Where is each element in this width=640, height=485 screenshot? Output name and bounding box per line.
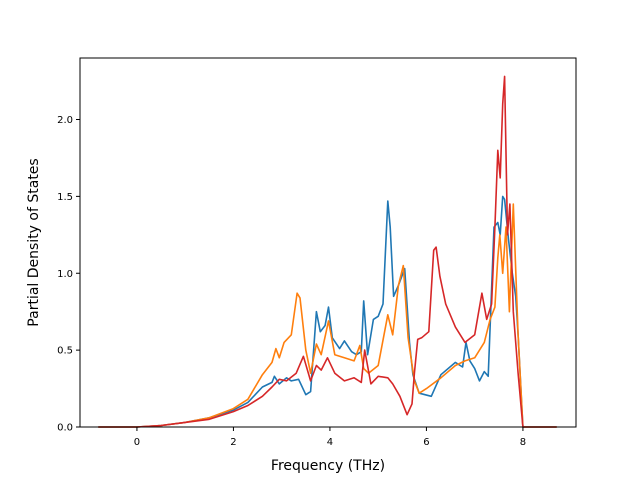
series-layer bbox=[98, 75, 557, 428]
series-line-3 bbox=[98, 75, 557, 428]
y-tick-label: 0.0 bbox=[57, 423, 73, 434]
x-axis-ticks: 0 2 4 6 8 bbox=[134, 427, 526, 448]
y-axis-ticks: 0.0 0.5 1.0 1.5 2.0 bbox=[57, 115, 80, 434]
y-tick-label: 1.5 bbox=[57, 192, 73, 203]
y-axis-label: Partial Density of States bbox=[26, 158, 42, 326]
y-tick-label: 1.0 bbox=[57, 269, 73, 280]
x-tick-label: 4 bbox=[327, 437, 333, 448]
plot-frame bbox=[79, 57, 577, 428]
x-tick-label: 2 bbox=[230, 437, 236, 448]
x-tick-label: 0 bbox=[134, 437, 140, 448]
series-line-1 bbox=[98, 195, 557, 428]
y-tick-label: 2.0 bbox=[57, 115, 73, 126]
series-line-2 bbox=[98, 203, 557, 428]
x-tick-label: 8 bbox=[520, 437, 526, 448]
y-tick-label: 0.5 bbox=[57, 346, 73, 357]
x-tick-label: 6 bbox=[423, 437, 429, 448]
x-axis-label: Frequency (THz) bbox=[271, 458, 385, 474]
